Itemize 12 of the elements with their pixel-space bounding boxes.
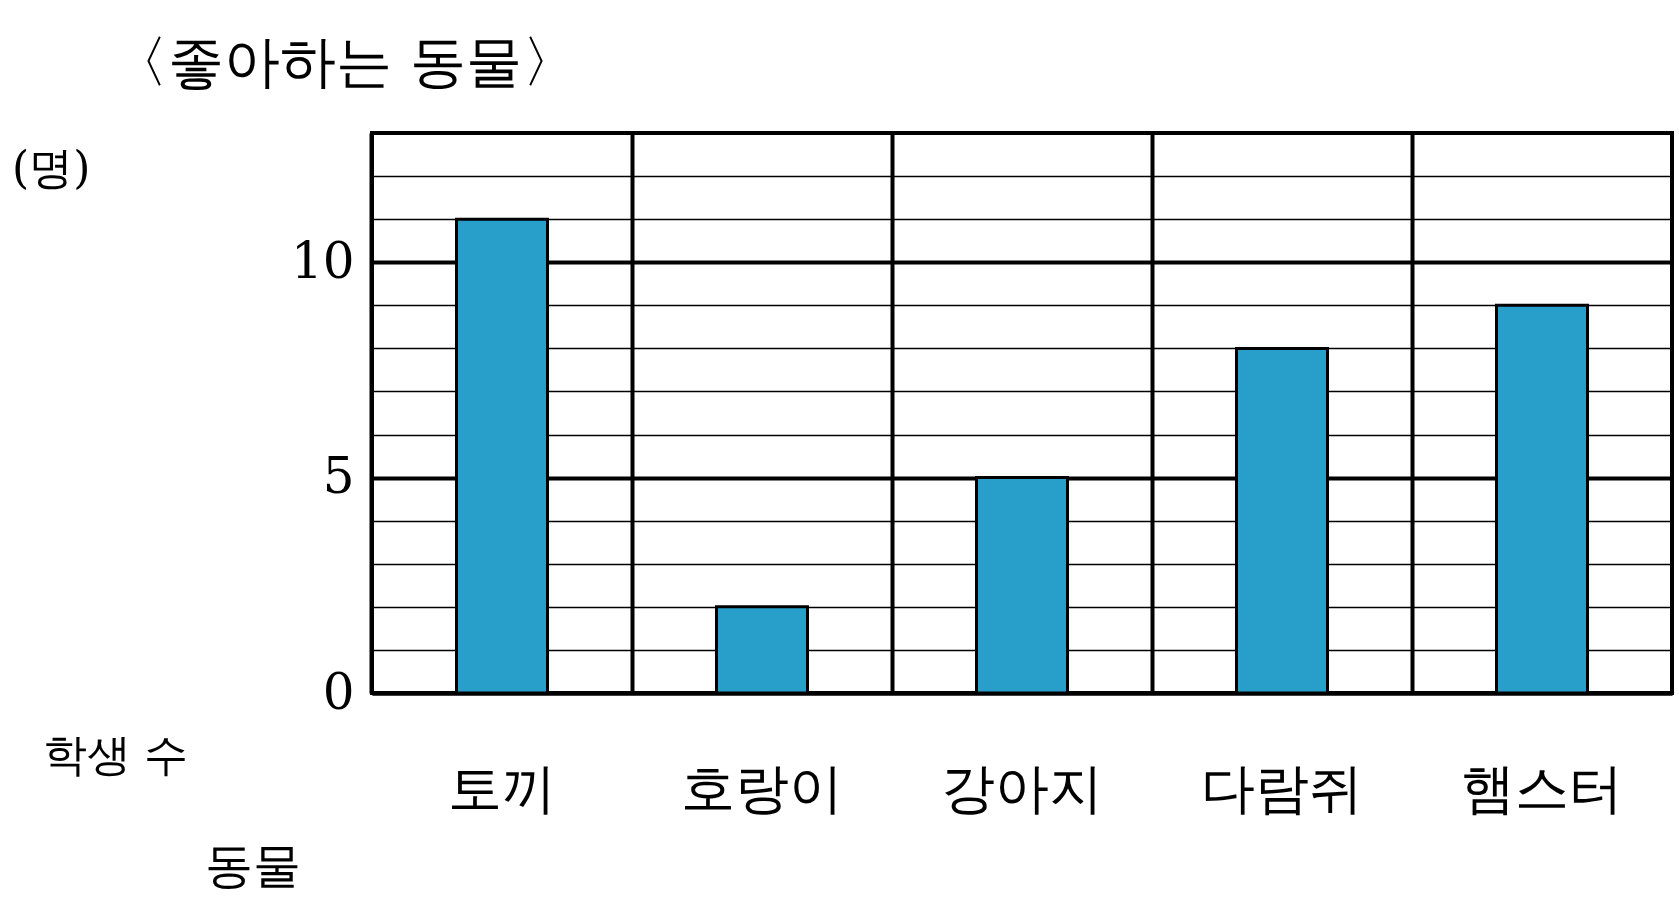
- x-tick-label: 호랑이: [681, 756, 843, 820]
- chart-title: 〈좋아하는 동물〉: [112, 29, 578, 94]
- y-tick-label: 0: [322, 662, 355, 721]
- x-tick-label: 강아지: [941, 756, 1103, 820]
- y-tick-label: 5: [322, 447, 355, 506]
- x-axis-title: 동물: [204, 836, 301, 893]
- x-tick-label: 다람쥐: [1201, 756, 1363, 820]
- x-tick-label: 햄스터: [1461, 756, 1623, 820]
- text: (명): [12, 142, 91, 193]
- y-tick-label: 10: [290, 231, 355, 290]
- x-tick-label: 토끼: [448, 756, 556, 820]
- y-axis-title: 학생 수: [42, 728, 189, 780]
